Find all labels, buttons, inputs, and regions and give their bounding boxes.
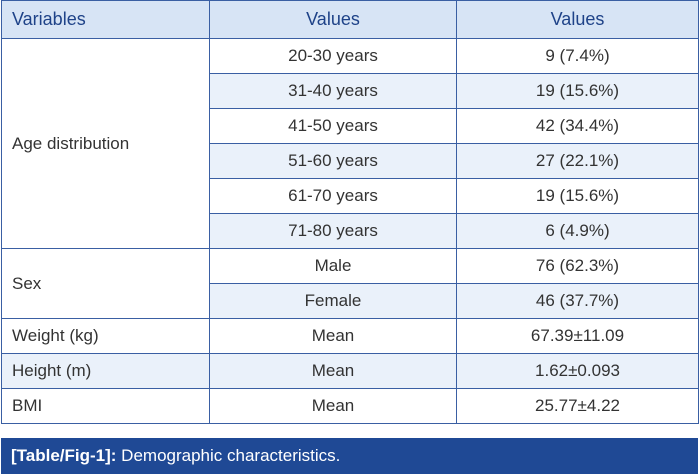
bmi-stat-cell: Mean — [209, 388, 457, 424]
header-variables: Variables — [1, 0, 210, 39]
age-range-cell: 41-50 years — [209, 108, 457, 144]
header-values-2: Values — [456, 0, 699, 39]
age-value-cell: 42 (34.4%) — [456, 108, 699, 144]
bmi-label: BMI — [1, 388, 210, 424]
caption-text: Demographic characteristics. — [116, 446, 341, 465]
weight-label: Weight (kg) — [1, 318, 210, 354]
age-value-cell: 19 (15.6%) — [456, 178, 699, 214]
caption-tag: [Table/Fig-1]: — [11, 446, 117, 465]
sex-value-cell: 76 (62.3%) — [456, 248, 699, 284]
table-row: Age distribution 20-30 years 9 (7.4%) — [1, 38, 699, 249]
age-distribution-label: Age distribution — [1, 38, 210, 249]
age-range-cell: 20-30 years — [209, 38, 457, 74]
table-row: 61-70 years 19 (15.6%) — [2, 178, 699, 214]
age-range-cell: 31-40 years — [209, 73, 457, 109]
table-row: Weight (kg) Mean 67.39±11.09 — [1, 318, 699, 354]
height-value-cell: 1.62±0.093 — [456, 353, 699, 389]
table-row: BMI Mean 25.77±4.22 — [1, 388, 699, 424]
age-value-cell: 27 (22.1%) — [456, 143, 699, 179]
table-row: 71-80 years 6 (4.9%) — [2, 213, 699, 249]
sex-value-cell: 46 (37.7%) — [456, 283, 699, 319]
table-row: Female 46 (37.7%) — [2, 283, 699, 319]
height-stat-cell: Mean — [209, 353, 457, 389]
figure-caption: [Table/Fig-1]: Demographic characteristi… — [1, 438, 698, 474]
age-value-cell: 9 (7.4%) — [456, 38, 699, 74]
table-row: 31-40 years 19 (15.6%) — [2, 73, 699, 109]
age-value-cell: 6 (4.9%) — [456, 213, 699, 249]
weight-stat-cell: Mean — [209, 318, 457, 354]
sex-range-cell: Female — [209, 283, 457, 319]
age-value-cell: 19 (15.6%) — [456, 73, 699, 109]
table-row: Height (m) Mean 1.62±0.093 — [1, 353, 699, 389]
height-label: Height (m) — [1, 353, 210, 389]
table-row: 51-60 years 27 (22.1%) — [2, 143, 699, 179]
header-values-1: Values — [209, 0, 457, 39]
bmi-value-cell: 25.77±4.22 — [456, 388, 699, 424]
age-range-cell: 71-80 years — [209, 213, 457, 249]
header-row: Variables Values Values — [1, 0, 699, 39]
weight-value-cell: 67.39±11.09 — [456, 318, 699, 354]
sex-label: Sex — [1, 248, 210, 319]
age-range-cell: 51-60 years — [209, 143, 457, 179]
demographics-table: Variables Values Values Age distribution… — [1, 0, 699, 424]
sex-range-cell: Male — [209, 248, 457, 284]
age-range-cell: 61-70 years — [209, 178, 457, 214]
table-row: Sex Male 76 (62.3%) — [1, 248, 699, 319]
